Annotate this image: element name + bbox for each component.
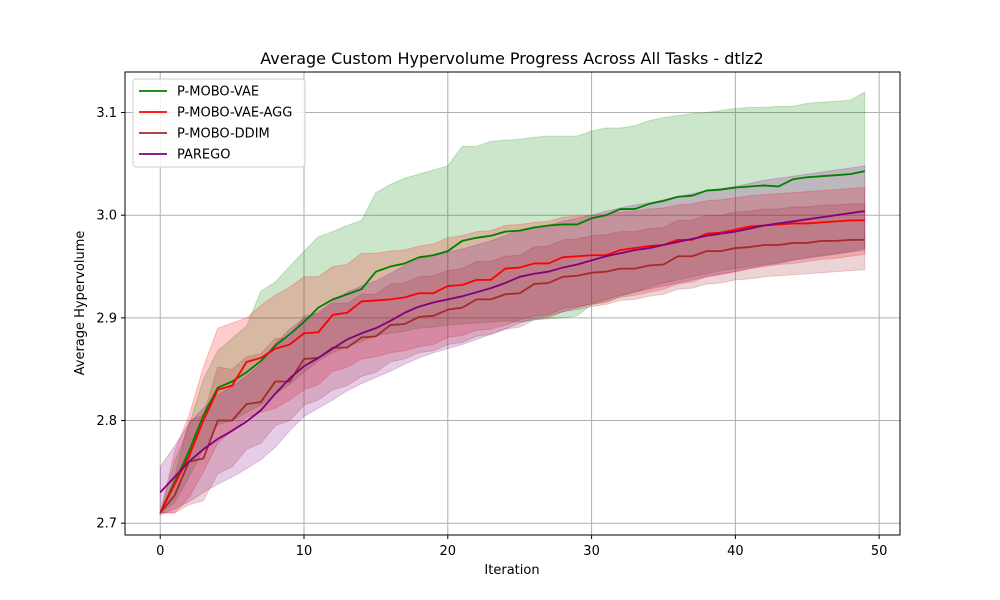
line-p-mobo-ddim xyxy=(159,238,865,514)
y-axis-label: Average Hypervolume xyxy=(73,231,88,376)
band-parego xyxy=(159,165,866,516)
plot-frame xyxy=(124,71,901,536)
line-p-mobo-vae-agg xyxy=(159,219,865,514)
legend-label-parego: PAREGO xyxy=(177,148,230,163)
line-p-mobo-vae xyxy=(159,170,865,514)
y-tick-label: 2.8 xyxy=(96,414,117,429)
y-tick-label: 3.0 xyxy=(96,209,117,224)
x-tick-label: 20 xyxy=(440,544,457,559)
legend-box xyxy=(132,78,306,168)
band-p-mobo-ddim xyxy=(159,203,866,514)
x-tick-label: 0 xyxy=(156,544,164,559)
series-lines xyxy=(159,170,865,514)
x-axis-label: Iteration xyxy=(484,563,539,578)
x-tick-label: 50 xyxy=(871,544,888,559)
x-tick-label: 30 xyxy=(583,544,600,559)
legend-label-p-mobo-vae: P-MOBO-VAE xyxy=(177,85,259,100)
band-p-mobo-vae xyxy=(159,91,866,515)
axis-ticks: 0 10 20 30 40 50 2.7 2.8 2.9 3.0 3.1 xyxy=(96,106,887,559)
legend: P-MOBO-VAE P-MOBO-VAE-AGG P-MOBO-DDIM PAREG… xyxy=(132,78,306,168)
y-tick-label: 2.9 xyxy=(96,311,117,326)
x-tick-label: 40 xyxy=(727,544,744,559)
chart-title: Average Custom Hypervolume Progress Acro… xyxy=(260,49,763,68)
legend-label-p-mobo-vae-agg: P-MOBO-VAE-AGG xyxy=(177,106,292,121)
legend-label-p-mobo-ddim: P-MOBO-DDIM xyxy=(177,127,270,142)
x-tick-label: 10 xyxy=(296,544,313,559)
y-tick-label: 3.1 xyxy=(96,106,117,121)
y-tick-label: 2.7 xyxy=(96,517,117,532)
line-parego xyxy=(159,210,865,494)
